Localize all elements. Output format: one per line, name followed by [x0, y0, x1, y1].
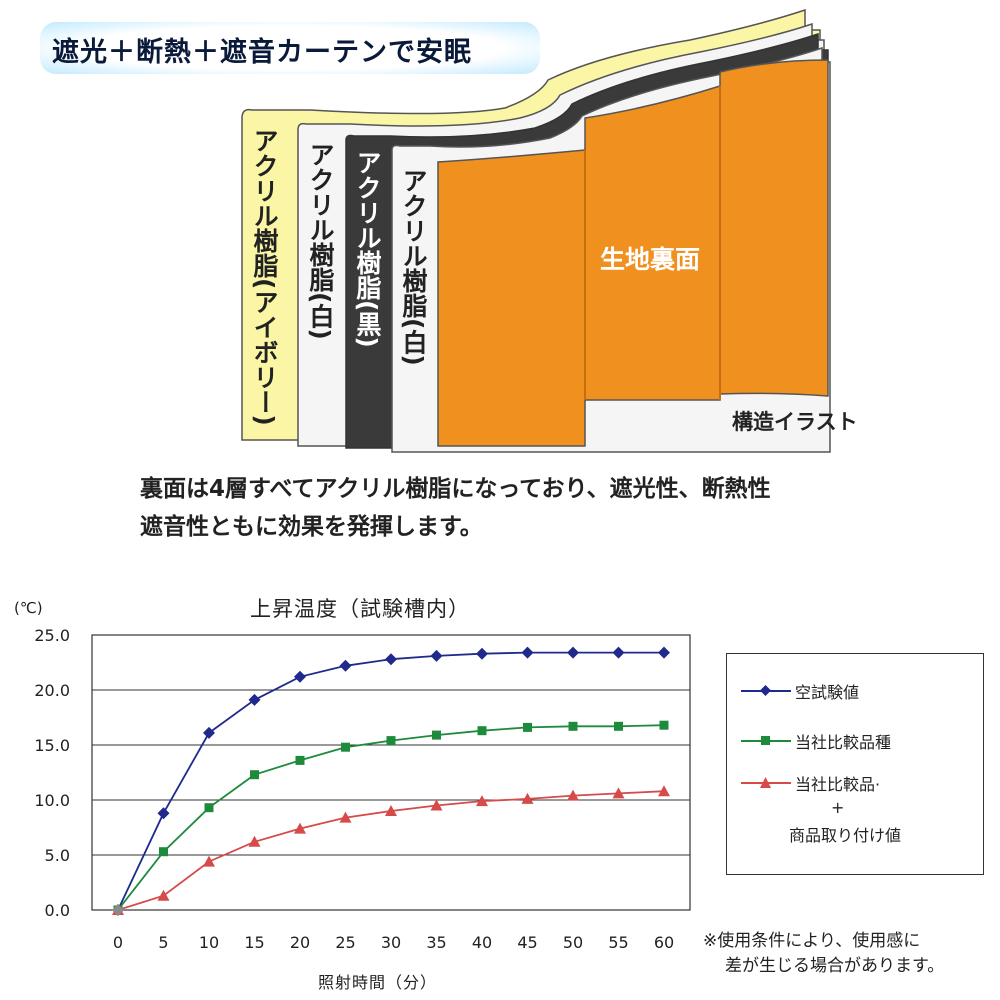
y-tick-label: 10.0: [34, 791, 70, 810]
title-banner: [40, 22, 540, 74]
data-point-triangle: [248, 835, 261, 847]
back-fabric-shape: [437, 59, 829, 447]
y-unit-label: (℃): [14, 599, 43, 617]
layer-label-white1: アクリル樹脂(白): [306, 142, 335, 340]
legend-item-3: 当社比較品·: [727, 770, 983, 794]
chart-legend: 空試験値 当社比較品種 当社比較品· + 商品取り付け値: [726, 653, 984, 875]
data-point-triangle: [385, 805, 397, 816]
x-tick-label: 40: [472, 933, 492, 952]
data-point-diamond: [430, 649, 443, 662]
data-point-diamond: [521, 646, 534, 659]
x-tick-label: 55: [608, 933, 628, 952]
layer-label-ivory: アクリル樹脂(アイボリー): [250, 128, 279, 426]
data-point-diamond: [385, 653, 397, 666]
data-point-triangle: [521, 792, 534, 804]
data-point-triangle: [476, 795, 488, 807]
illustration-caption: 構造イラスト: [732, 410, 858, 434]
data-point-triangle: [430, 799, 443, 811]
note-line-1: ※使用条件により、使用感に: [703, 931, 921, 951]
legend-triangle-marker: [760, 777, 771, 788]
x-tick-label: 10: [199, 933, 219, 952]
data-point-triangle: [612, 787, 625, 799]
chart-title: 上昇温度（試験槽内）: [250, 597, 470, 621]
data-point-diamond: [476, 647, 488, 660]
data-point-square: [477, 726, 487, 736]
data-point-square: [614, 721, 623, 731]
series-line-1: [117, 651, 664, 911]
x-tick-label: 5: [158, 933, 168, 952]
data-point-diamond: [203, 726, 215, 739]
x-tick-label: 15: [244, 933, 264, 952]
chart-series: [112, 646, 670, 916]
description-line-2: 遮音性ともに効果を発揮します。: [140, 514, 483, 540]
data-point-triangle: [339, 811, 352, 823]
data-point-square: [386, 736, 396, 746]
layer-label-white2: アクリル樹脂(白): [399, 168, 428, 366]
y-tick-label: 25.0: [34, 626, 70, 645]
legend-square-marker: [761, 736, 770, 745]
x-tick-labels: 0 5 10 15 20 25 30 35 40 45 50 55 60: [113, 933, 674, 952]
data-point-square: [159, 847, 168, 857]
x-tick-label: 35: [426, 933, 446, 952]
chart-grid: [91, 634, 691, 911]
y-tick-label: 15.0: [34, 736, 70, 755]
x-tick-label: 45: [517, 933, 537, 952]
origin-point: [112, 904, 124, 916]
data-point-diamond: [339, 659, 352, 672]
data-point-triangle: [658, 785, 670, 797]
legend-label-3-line2: +: [831, 798, 845, 817]
data-point-diamond: [294, 670, 306, 683]
data-point-square: [523, 722, 532, 732]
data-point-square: [204, 803, 214, 813]
curtain-structure-illustration: [241, 8, 831, 453]
data-point-diamond: [567, 646, 579, 659]
x-tick-label: 30: [381, 933, 401, 952]
data-point-triangle: [567, 789, 579, 801]
series-line-2: [117, 724, 665, 911]
y-tick-labels: 0.0 5.0 10.0 15.0 20.0 25.0: [34, 626, 70, 920]
usage-note: ※使用条件により、使用感に 差が生じる場合があります。: [703, 929, 944, 979]
layer-label-black: アクリル樹脂(黒): [353, 150, 382, 348]
banner-title: 遮光＋断熱＋遮音カーテンで安眠: [52, 37, 472, 68]
data-point-square: [659, 720, 669, 730]
data-point-square: [341, 742, 350, 752]
description-text: 裏面は4層すべてアクリル樹脂になっており、遮光性、断熱性 遮音性ともに効果を発揮…: [140, 470, 771, 546]
legend-label-3-line1: 当社比較品·: [795, 775, 881, 794]
legend-item-1: 空試験値: [727, 678, 983, 702]
data-point-diamond: [248, 693, 261, 706]
note-line-2: 差が生じる場合があります。: [725, 956, 945, 976]
legend-label-1: 空試験値: [795, 683, 860, 702]
legend-diamond-marker: [760, 685, 771, 696]
data-point-triangle: [294, 822, 306, 834]
data-point-square: [432, 730, 441, 740]
y-tick-label: 20.0: [34, 681, 70, 700]
data-point-square: [295, 755, 305, 765]
data-point-diamond: [658, 646, 670, 659]
legend-label-3-line3: 商品取り付け値: [789, 826, 902, 845]
x-tick-label: 50: [563, 933, 583, 952]
data-point-square: [250, 770, 259, 780]
data-point-triangle: [203, 855, 215, 867]
legend-label-2: 当社比較品種: [795, 733, 892, 752]
x-tick-label: 0: [113, 933, 123, 952]
x-tick-label: 25: [335, 933, 355, 952]
y-tick-label: 5.0: [45, 846, 70, 865]
temperature-line-chart: 0.0 5.0 10.0 15.0 20.0 25.0 0 5 10 15 20 25 30 35 40 4…: [34, 626, 691, 952]
data-point-triangle: [157, 889, 170, 901]
description-line-1: 裏面は4層すべてアクリル樹脂になっており、遮光性、断熱性: [140, 476, 771, 502]
data-point-diamond: [157, 807, 170, 820]
plot-frame: [91, 634, 691, 911]
y-tick-label: 0.0: [45, 901, 70, 920]
data-point-square: [568, 721, 578, 731]
data-point-diamond: [612, 646, 625, 659]
legend-item-2: 当社比較品種: [727, 728, 983, 752]
x-tick-label: 60: [654, 933, 674, 952]
back-fabric-label: 生地裏面: [600, 245, 701, 274]
x-tick-label: 20: [290, 933, 310, 952]
x-axis-label: 照射時間（分）: [318, 973, 438, 992]
